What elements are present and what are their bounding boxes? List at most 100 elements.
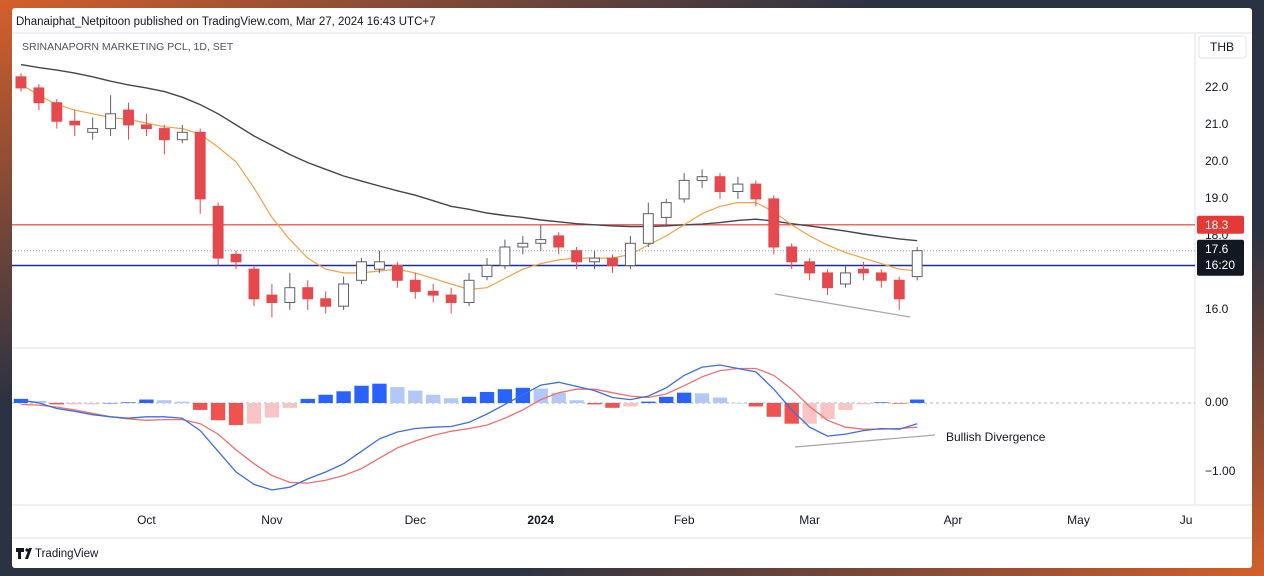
histogram-bar xyxy=(49,403,64,405)
histogram-bar xyxy=(694,393,710,404)
y-tick-label: −1.00 xyxy=(1205,464,1236,478)
candle-body xyxy=(607,257,618,266)
histogram-bar xyxy=(856,403,871,405)
candle-body xyxy=(105,113,117,130)
histogram-bar xyxy=(408,390,423,404)
histogram-bar xyxy=(85,403,100,405)
candle-body xyxy=(822,272,833,289)
histogram-bar xyxy=(372,383,387,404)
histogram-bar xyxy=(569,400,584,404)
histogram-bar xyxy=(533,388,548,404)
x-tick-label: Oct xyxy=(137,513,156,527)
histogram-bar xyxy=(13,398,29,404)
currency-box[interactable] xyxy=(1198,35,1247,59)
candle-body xyxy=(87,128,99,133)
candle-body xyxy=(141,124,152,130)
candle-body xyxy=(33,87,45,104)
x-tick-label: Feb xyxy=(674,513,695,527)
candle-body xyxy=(911,250,923,278)
macd-trendline[interactable] xyxy=(794,434,936,448)
y-tick-label: 20.0 xyxy=(1205,154,1229,168)
histogram-bar xyxy=(659,396,674,404)
candle-body xyxy=(284,287,296,303)
price-label: 18.3 xyxy=(1205,218,1229,232)
histogram-bar xyxy=(228,403,244,426)
candle-body xyxy=(338,283,350,307)
candle-body xyxy=(517,242,529,248)
histogram-bar xyxy=(461,396,477,404)
candle-body xyxy=(642,213,654,244)
histogram-bar xyxy=(874,402,889,404)
x-tick-label: Ju xyxy=(1180,513,1193,527)
x-tick-label: May xyxy=(1067,513,1090,527)
publisher-header: Dhanaiphat_Netpitoon published on Tradin… xyxy=(16,16,436,28)
histogram-bar xyxy=(497,389,513,404)
histogram-bar xyxy=(479,391,495,404)
candle-body xyxy=(194,131,206,200)
candle-body xyxy=(391,264,403,281)
candle-body xyxy=(481,264,493,278)
moving-average xyxy=(20,63,918,242)
histogram-bar xyxy=(551,392,566,404)
candle-body xyxy=(266,294,278,303)
histogram-bar xyxy=(892,403,907,404)
histogram-bar xyxy=(802,403,817,424)
tradingview-logo xyxy=(16,548,32,559)
histogram-bar xyxy=(121,402,136,404)
x-tick-label: Apr xyxy=(944,513,963,527)
y-tick-label: 22.0 xyxy=(1205,80,1229,94)
candle-body xyxy=(589,257,600,263)
candle-body xyxy=(875,272,887,281)
histogram-bar xyxy=(354,385,369,404)
candle-body xyxy=(212,205,224,259)
histogram-bar xyxy=(623,403,638,407)
histogram-bar xyxy=(282,403,297,408)
currency[interactable]: THB xyxy=(1210,40,1234,54)
candle-body xyxy=(768,198,780,248)
histogram-bar xyxy=(264,403,280,418)
candle-body xyxy=(732,183,744,193)
histogram-bar xyxy=(67,403,82,405)
histogram-bar xyxy=(426,394,441,404)
signal-line xyxy=(20,367,918,484)
candle-body xyxy=(320,298,332,307)
candle-body xyxy=(571,250,583,263)
histogram-bar xyxy=(605,403,620,408)
candle-body xyxy=(804,261,816,274)
histogram-bar xyxy=(712,397,728,404)
annotation[interactable]: Bullish Divergence xyxy=(946,430,1046,444)
y-tick-label: 21.0 xyxy=(1205,117,1229,131)
histogram-bar xyxy=(838,403,853,410)
histogram-bar xyxy=(300,398,315,404)
candle-body xyxy=(15,76,27,89)
histogram-bar xyxy=(820,403,835,419)
candle-body xyxy=(714,176,726,192)
candle-body xyxy=(302,287,314,300)
price-label-box xyxy=(1197,215,1244,234)
histogram-bar xyxy=(443,398,459,404)
candle-body xyxy=(248,268,260,300)
candle-body xyxy=(230,253,242,263)
x-tick-label: Nov xyxy=(261,513,282,527)
candle-body xyxy=(553,235,565,248)
histogram-bar xyxy=(784,403,799,424)
candle-body xyxy=(893,279,905,300)
candle-body xyxy=(840,272,851,285)
candle-body xyxy=(445,294,457,303)
candle-body xyxy=(499,246,511,266)
x-tick-label: Mar xyxy=(799,513,820,527)
candle-body xyxy=(158,128,170,141)
histogram-bar xyxy=(193,403,208,410)
candle-body xyxy=(427,290,439,296)
histogram-bar xyxy=(748,403,764,407)
y-tick-label: 0.00 xyxy=(1205,395,1229,409)
price-trendline[interactable] xyxy=(774,293,911,318)
histogram-bar xyxy=(766,403,781,417)
x-tick-label: Dec xyxy=(405,513,426,527)
histogram-bar xyxy=(318,394,333,404)
candle-body xyxy=(374,261,385,270)
countdown-label: 16:20 xyxy=(1205,258,1235,272)
y-tick-label: 16.0 xyxy=(1205,302,1229,316)
